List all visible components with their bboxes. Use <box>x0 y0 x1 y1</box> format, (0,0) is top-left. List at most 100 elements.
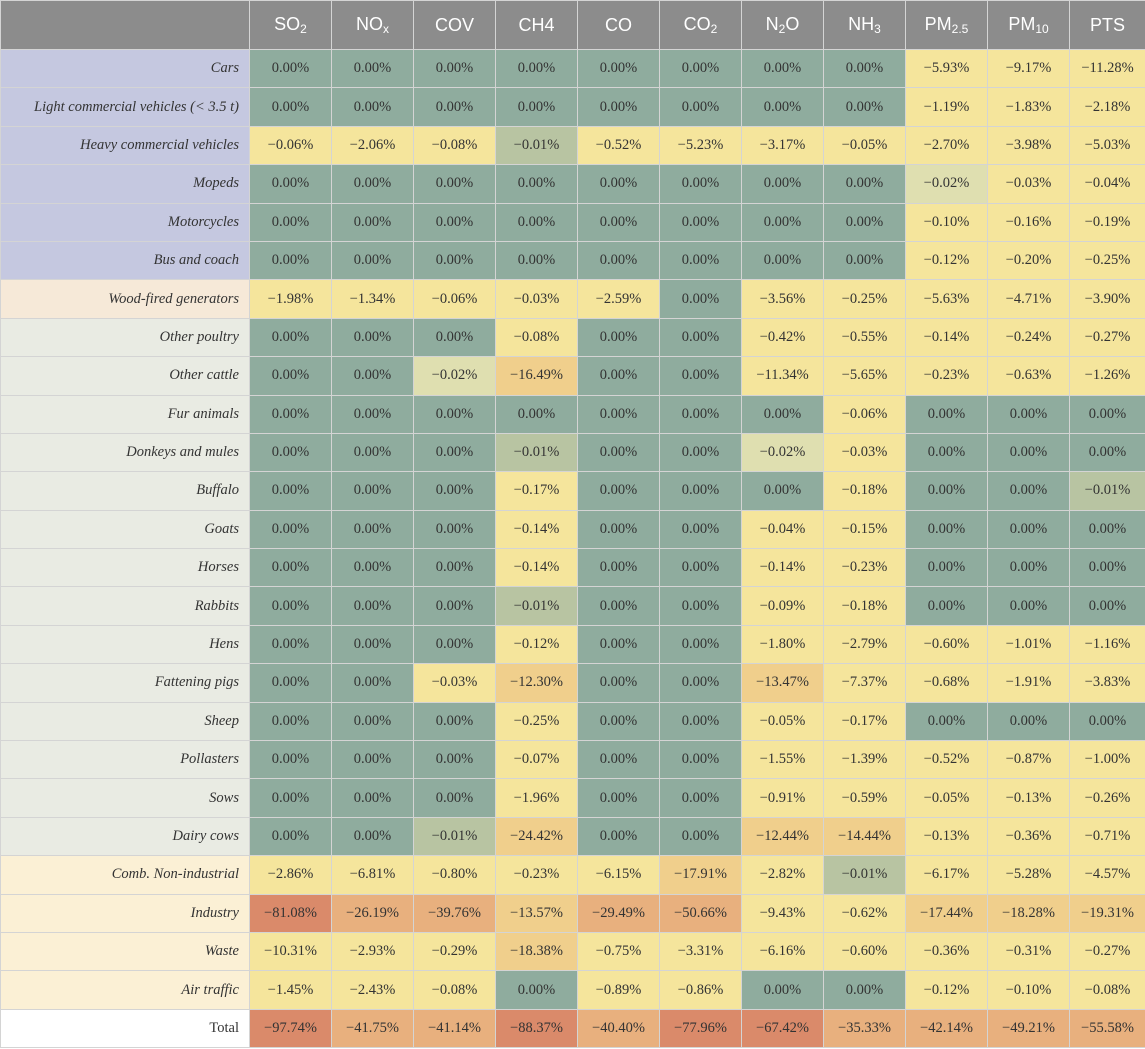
value-cell: −42.14% <box>905 1008 988 1049</box>
value-cell: −6.17% <box>905 855 988 895</box>
value-cell: −0.13% <box>987 778 1070 818</box>
value-cell: −11.34% <box>741 356 824 396</box>
value-cell: −0.86% <box>659 970 742 1010</box>
value-cell: 0.00% <box>331 778 414 818</box>
row-label: Sows <box>0 778 250 818</box>
value-cell: 0.00% <box>577 202 660 242</box>
value-cell: −6.16% <box>741 931 824 972</box>
value-cell: −1.96% <box>495 778 578 818</box>
value-cell: −12.44% <box>741 816 824 857</box>
value-cell: −5.65% <box>823 356 906 396</box>
value-cell: 0.00% <box>659 279 742 319</box>
value-cell: 0.00% <box>249 624 332 665</box>
value-cell: 0.00% <box>413 317 496 358</box>
value-cell: −0.08% <box>413 125 496 166</box>
value-cell: −17.91% <box>659 855 742 895</box>
value-cell: −5.28% <box>987 855 1070 895</box>
value-cell: −0.25% <box>823 279 906 319</box>
value-cell: 0.00% <box>577 548 660 588</box>
table-row: Motorcycles 0.00% 0.00% 0.00% 0.00% 0.00% 0.00… <box>0 202 1145 242</box>
value-cell: 0.00% <box>249 240 332 281</box>
table-row: Goats 0.00% 0.00% 0.00% −0.14% 0.00% 0.00% −0.0… <box>0 509 1145 550</box>
value-cell: 0.00% <box>413 548 496 588</box>
value-cell: −0.17% <box>823 701 906 742</box>
row-label: Wood-fired generators <box>0 279 250 319</box>
value-cell: 0.00% <box>577 432 660 473</box>
table-row: Other poultry 0.00% 0.00% 0.00% −0.08% 0.00% 0… <box>0 317 1145 358</box>
value-cell: 0.00% <box>577 48 660 89</box>
value-cell: −41.75% <box>331 1008 414 1049</box>
value-cell: −0.24% <box>987 317 1070 358</box>
column-header: PTS <box>1069 0 1145 50</box>
value-cell: 0.00% <box>249 317 332 358</box>
value-cell: 0.00% <box>495 202 578 242</box>
table-row: Waste −10.31% −2.93% −0.29% −18.38% −0.75% −3.… <box>0 931 1145 972</box>
column-header-base: PM <box>924 14 952 34</box>
value-cell: 0.00% <box>413 778 496 818</box>
value-cell: 0.00% <box>577 164 660 204</box>
value-cell: −13.47% <box>741 663 824 703</box>
value-cell: −0.04% <box>1069 164 1145 204</box>
row-label: Horses <box>0 548 250 588</box>
row-label: Pollasters <box>0 740 250 780</box>
value-cell: 0.00% <box>249 509 332 550</box>
value-cell: −39.76% <box>413 893 496 933</box>
value-cell: 0.00% <box>823 87 906 127</box>
value-cell: −0.18% <box>823 471 906 511</box>
value-cell: 0.00% <box>413 471 496 511</box>
row-label: Donkeys and mules <box>0 432 250 473</box>
value-cell: 0.00% <box>331 317 414 358</box>
column-header-subscript: 3 <box>874 22 881 36</box>
value-cell: 0.00% <box>577 816 660 857</box>
row-label: Air traffic <box>0 970 250 1010</box>
value-cell: −3.98% <box>987 125 1070 166</box>
value-cell: −5.23% <box>659 125 742 166</box>
value-cell: −0.01% <box>495 432 578 473</box>
value-cell: 0.00% <box>741 471 824 511</box>
column-header: COV <box>413 0 496 50</box>
value-cell: 0.00% <box>249 586 332 626</box>
value-cell: 0.00% <box>1069 394 1145 434</box>
value-cell: −0.09% <box>741 586 824 626</box>
value-cell: −0.02% <box>413 356 496 396</box>
value-cell: 0.00% <box>1069 432 1145 473</box>
value-cell: −0.03% <box>987 164 1070 204</box>
value-cell: 0.00% <box>905 548 988 588</box>
value-cell: 0.00% <box>741 970 824 1010</box>
value-cell: −18.28% <box>987 893 1070 933</box>
value-cell: 0.00% <box>249 740 332 780</box>
value-cell: −9.17% <box>987 48 1070 89</box>
value-cell: 0.00% <box>413 740 496 780</box>
table-row: Rabbits 0.00% 0.00% 0.00% −0.01% 0.00% 0.00% −0… <box>0 586 1145 626</box>
table-row: Other cattle 0.00% 0.00% −0.02% −16.49% 0.00%… <box>0 356 1145 396</box>
column-header: SO2 <box>249 0 332 50</box>
value-cell: 0.00% <box>331 624 414 665</box>
value-cell: −0.59% <box>823 778 906 818</box>
corner-cell <box>0 0 250 50</box>
value-cell: −67.42% <box>741 1008 824 1049</box>
column-header-base: PTS <box>1089 14 1125 35</box>
value-cell: −40.40% <box>577 1008 660 1049</box>
value-cell: −0.10% <box>987 970 1070 1010</box>
row-label: Hens <box>0 624 250 665</box>
value-cell: −0.52% <box>905 740 988 780</box>
value-cell: −0.18% <box>823 586 906 626</box>
value-cell: 0.00% <box>331 816 414 857</box>
column-header-subscript: 10 <box>1035 22 1049 36</box>
column-header-base: NO <box>356 14 383 34</box>
value-cell: −0.08% <box>495 317 578 358</box>
value-cell: −1.01% <box>987 624 1070 665</box>
value-cell: −0.75% <box>577 931 660 972</box>
value-cell: −35.33% <box>823 1008 906 1049</box>
value-cell: 0.00% <box>659 663 742 703</box>
value-cell: 0.00% <box>495 164 578 204</box>
value-cell: −4.57% <box>1069 855 1145 895</box>
value-cell: 0.00% <box>577 778 660 818</box>
value-cell: 0.00% <box>249 48 332 89</box>
value-cell: 0.00% <box>249 548 332 588</box>
value-cell: −0.25% <box>495 701 578 742</box>
value-cell: −50.66% <box>659 893 742 933</box>
value-cell: 0.00% <box>659 816 742 857</box>
value-cell: −5.63% <box>905 279 988 319</box>
value-cell: 0.00% <box>495 240 578 281</box>
